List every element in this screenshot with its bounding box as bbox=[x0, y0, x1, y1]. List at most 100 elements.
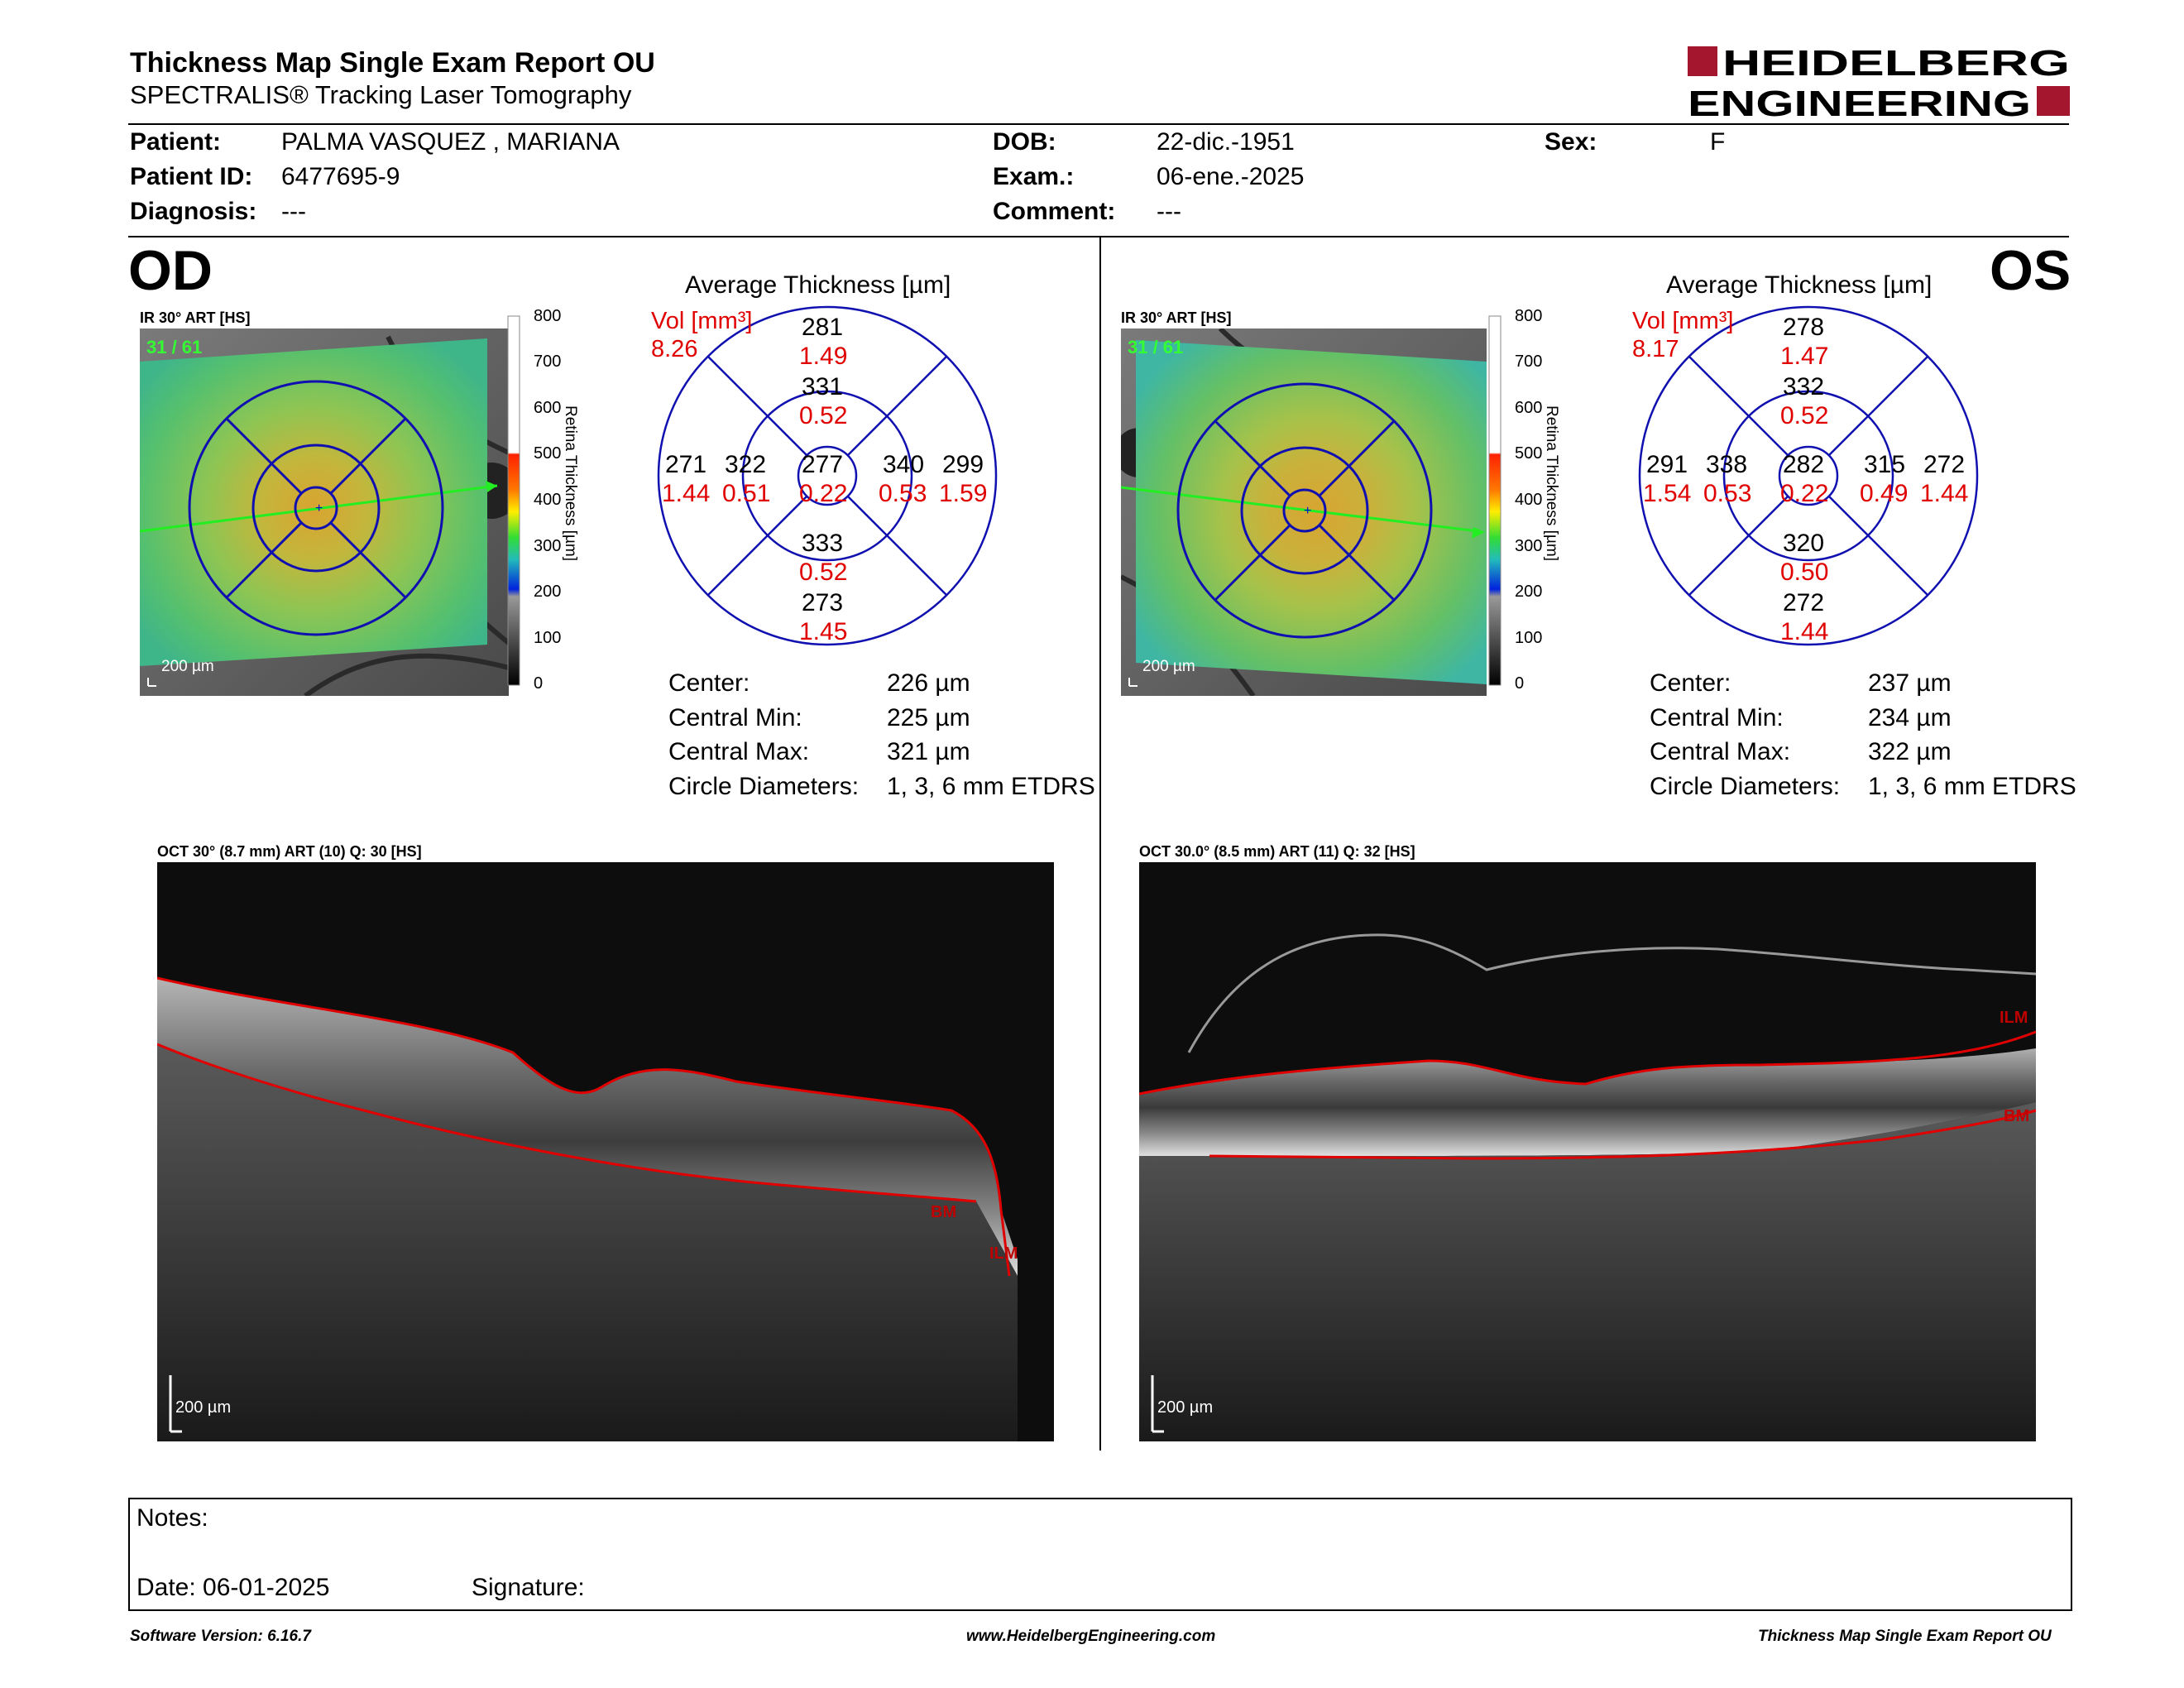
od-map-scale: 200 µm bbox=[161, 658, 214, 675]
od-tick-200: 200 bbox=[534, 583, 562, 601]
svg-text:+: + bbox=[315, 501, 323, 516]
os-outer-left-thickness: 291 bbox=[1646, 451, 1688, 478]
od-circle-diam-label: Circle Diameters: bbox=[668, 773, 860, 800]
od-inner-left-volume: 0.51 bbox=[722, 480, 771, 507]
website-link[interactable]: www.HeidelbergEngineering.com bbox=[966, 1628, 1216, 1645]
os-vol-label: Vol [mm³] bbox=[1632, 308, 1734, 334]
os-oct-label: OCT 30.0° (8.5 mm) ART (11) Q: 32 [HS] bbox=[1139, 843, 1415, 860]
od-eye-label: OD bbox=[128, 239, 213, 302]
patient-name: PALMA VASQUEZ , MARIANA bbox=[281, 128, 620, 156]
od-tick-700: 700 bbox=[534, 352, 562, 371]
os-tick-200: 200 bbox=[1515, 583, 1543, 601]
os-central-min-value: 234 µm bbox=[1868, 704, 1952, 731]
od-outer-sup-volume: 1.49 bbox=[799, 343, 848, 370]
od-map-count: 31 / 61 bbox=[146, 337, 202, 357]
od-inner-right-volume: 0.53 bbox=[879, 480, 927, 507]
os-outer-sup-thickness: 278 bbox=[1783, 314, 1825, 341]
os-inner-right-thickness: 315 bbox=[1864, 451, 1906, 478]
heidelberg-logo: HEIDELBERG ENGINEERING bbox=[1688, 46, 2070, 117]
sex-label: Sex: bbox=[1545, 128, 1597, 156]
os-outer-right-thickness: 272 bbox=[1923, 451, 1966, 478]
od-avg-title: Average Thickness [µm] bbox=[685, 271, 951, 299]
patient-label: Patient: bbox=[130, 128, 222, 156]
notes-box[interactable]: Notes: Date: 06-01-2025 Signature: bbox=[128, 1498, 2072, 1611]
os-inner-left-thickness: 338 bbox=[1706, 451, 1748, 478]
os-inner-inf-thickness: 320 bbox=[1783, 530, 1825, 557]
os-center-value: 237 µm bbox=[1868, 669, 1952, 697]
os-inner-inf-volume: 0.50 bbox=[1780, 559, 1829, 586]
logo-line2: ENGINEERING bbox=[1688, 84, 2031, 117]
comment-label: Comment: bbox=[993, 198, 1116, 225]
od-outer-right-volume: 1.59 bbox=[939, 480, 988, 507]
os-color-scale bbox=[1488, 315, 1502, 686]
od-circle-diam-value: 1, 3, 6 mm ETDRS bbox=[887, 773, 1095, 800]
od-tick-100: 100 bbox=[534, 629, 562, 647]
dob-value: 22-dic.-1951 bbox=[1157, 128, 1295, 156]
diagnosis-label: Diagnosis: bbox=[130, 198, 257, 225]
os-tick-600: 600 bbox=[1515, 399, 1543, 417]
comment-value: --- bbox=[1157, 198, 1181, 225]
od-inner-inf-thickness: 333 bbox=[802, 530, 844, 557]
od-tick-300: 300 bbox=[534, 537, 562, 555]
exam-label: Exam.: bbox=[993, 163, 1075, 190]
os-center-volume: 0.22 bbox=[1780, 480, 1829, 507]
od-inner-sup-volume: 0.52 bbox=[799, 402, 848, 429]
center-divider bbox=[1099, 237, 1101, 1451]
os-center-thickness: 282 bbox=[1783, 451, 1825, 478]
dob-label: DOB: bbox=[993, 128, 1056, 156]
sex-value: F bbox=[1710, 128, 1726, 156]
od-central-min-label: Central Min: bbox=[668, 704, 802, 731]
os-outer-inf-thickness: 272 bbox=[1783, 589, 1825, 616]
os-circle-diam-label: Circle Diameters: bbox=[1650, 773, 1841, 800]
svg-text:+: + bbox=[1304, 504, 1311, 518]
od-center-value: 226 µm bbox=[887, 669, 970, 697]
os-inner-right-volume: 0.49 bbox=[1860, 480, 1909, 507]
os-tick-400: 400 bbox=[1515, 491, 1543, 509]
os-map-label: IR 30° ART [HS] bbox=[1121, 309, 1232, 326]
report-subtitle: SPECTRALIS® Tracking Laser Tomography bbox=[130, 80, 632, 109]
os-oct-scale: 200 µm bbox=[1157, 1398, 1214, 1417]
software-version: Software Version: 6.16.7 bbox=[130, 1628, 311, 1645]
od-inner-right-thickness: 340 bbox=[883, 451, 925, 478]
od-outer-right-thickness: 299 bbox=[942, 451, 984, 478]
os-bm-label: BM bbox=[2004, 1107, 2030, 1125]
od-map-label: IR 30° ART [HS] bbox=[140, 309, 251, 326]
os-tick-700: 700 bbox=[1515, 352, 1543, 371]
os-central-max-value: 322 µm bbox=[1868, 738, 1952, 765]
os-scale-title: Retina Thickness [µm] bbox=[1543, 405, 1560, 561]
os-outer-left-volume: 1.54 bbox=[1643, 480, 1692, 507]
exam-value: 06-ene.-2025 bbox=[1157, 163, 1305, 190]
od-tick-600: 600 bbox=[534, 399, 562, 417]
diagnosis-value: --- bbox=[281, 198, 306, 225]
signature-label: Signature: bbox=[472, 1574, 585, 1601]
od-oct-label: OCT 30° (8.7 mm) ART (10) Q: 30 [HS] bbox=[157, 843, 422, 860]
os-outer-sup-volume: 1.47 bbox=[1780, 343, 1829, 370]
od-vol-label: Vol [mm³] bbox=[651, 308, 753, 334]
od-tick-800: 800 bbox=[534, 307, 562, 325]
patient-rule bbox=[128, 236, 2069, 237]
os-tick-300: 300 bbox=[1515, 537, 1543, 555]
od-central-max-label: Central Max: bbox=[668, 738, 810, 765]
od-ilm-label: ILM bbox=[989, 1244, 1018, 1263]
os-inner-sup-thickness: 332 bbox=[1783, 373, 1825, 400]
od-oct-scale: 200 µm bbox=[175, 1398, 232, 1417]
patient-id: 6477695-9 bbox=[281, 163, 400, 190]
od-outer-left-volume: 1.44 bbox=[662, 480, 711, 507]
header-rule bbox=[128, 123, 2069, 125]
os-eye-label: OS bbox=[1990, 239, 2071, 302]
od-central-min-value: 225 µm bbox=[887, 704, 970, 731]
os-vol-value: 8.17 bbox=[1632, 336, 1679, 362]
os-outer-right-volume: 1.44 bbox=[1920, 480, 1969, 507]
os-avg-title: Average Thickness [µm] bbox=[1666, 271, 1933, 299]
od-inner-sup-thickness: 331 bbox=[802, 373, 844, 400]
od-inner-left-thickness: 322 bbox=[725, 451, 767, 478]
os-tick-0: 0 bbox=[1515, 674, 1525, 693]
od-center-thickness: 277 bbox=[802, 451, 844, 478]
od-center-label: Center: bbox=[668, 669, 750, 697]
od-vol-value: 8.26 bbox=[651, 336, 698, 362]
os-outer-inf-volume: 1.44 bbox=[1780, 618, 1829, 645]
od-outer-sup-thickness: 281 bbox=[802, 314, 844, 341]
logo-line1: HEIDELBERG bbox=[1722, 46, 2070, 84]
report-title: Thickness Map Single Exam Report OU bbox=[130, 47, 655, 79]
od-sector-chart bbox=[657, 305, 998, 646]
